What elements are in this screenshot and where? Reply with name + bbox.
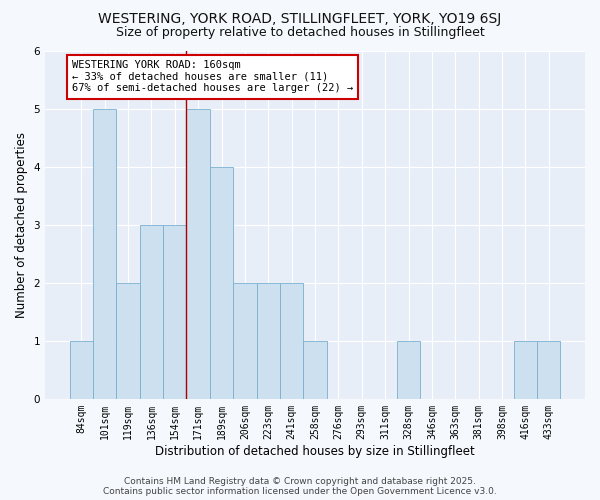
Bar [397, 341, 420, 399]
Bar [93, 110, 116, 399]
Bar [70, 341, 93, 399]
Text: Size of property relative to detached houses in Stillingfleet: Size of property relative to detached ho… [116, 26, 484, 39]
Text: WESTERING, YORK ROAD, STILLINGFLEET, YORK, YO19 6SJ: WESTERING, YORK ROAD, STILLINGFLEET, YOR… [98, 12, 502, 26]
Bar [514, 341, 537, 399]
Bar [257, 283, 280, 399]
Bar [280, 283, 304, 399]
Bar [210, 168, 233, 399]
Bar [163, 225, 187, 399]
X-axis label: Distribution of detached houses by size in Stillingfleet: Distribution of detached houses by size … [155, 444, 475, 458]
Y-axis label: Number of detached properties: Number of detached properties [15, 132, 28, 318]
Bar [304, 341, 327, 399]
Bar [233, 283, 257, 399]
Bar [140, 225, 163, 399]
Text: WESTERING YORK ROAD: 160sqm
← 33% of detached houses are smaller (11)
67% of sem: WESTERING YORK ROAD: 160sqm ← 33% of det… [72, 60, 353, 94]
Text: Contains HM Land Registry data © Crown copyright and database right 2025.
Contai: Contains HM Land Registry data © Crown c… [103, 476, 497, 496]
Bar [116, 283, 140, 399]
Bar [537, 341, 560, 399]
Bar [187, 110, 210, 399]
